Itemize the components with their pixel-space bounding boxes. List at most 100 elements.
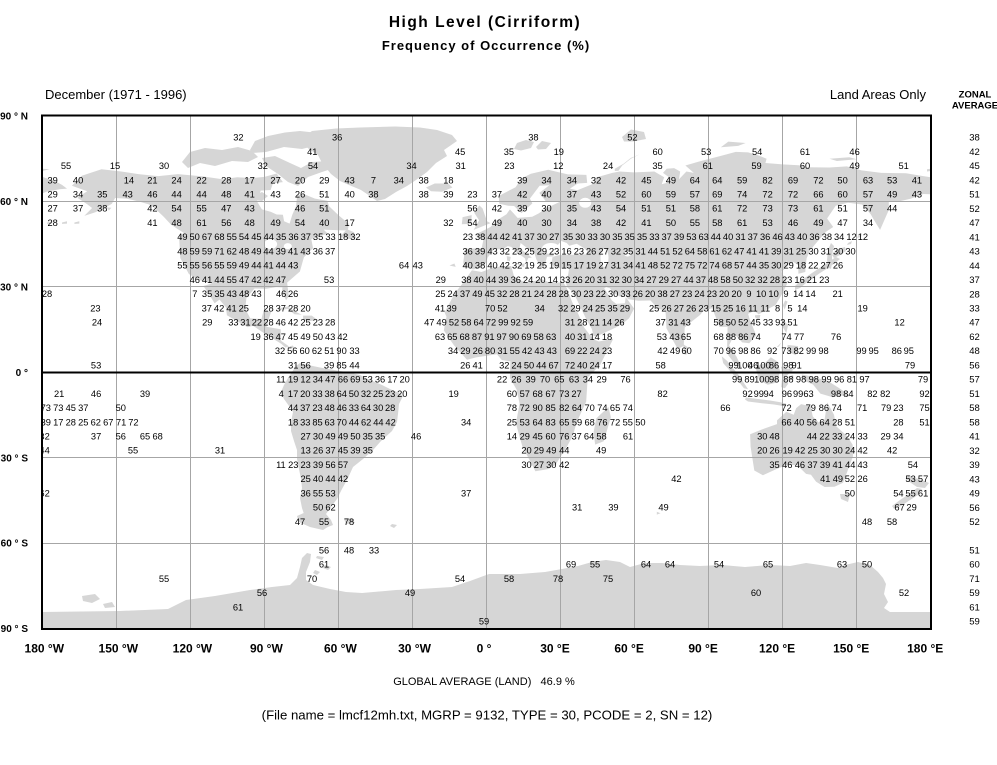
svg-text:26: 26 (572, 275, 582, 285)
svg-text:31: 31 (635, 246, 645, 256)
svg-text:50: 50 (845, 489, 855, 499)
svg-text:54: 54 (308, 161, 318, 171)
svg-text:30: 30 (373, 403, 383, 413)
svg-text:53: 53 (324, 275, 334, 285)
svg-text:91: 91 (484, 332, 494, 342)
svg-text:55: 55 (177, 261, 187, 271)
svg-text:20: 20 (300, 389, 310, 399)
svg-text:86: 86 (750, 346, 760, 356)
svg-text:99: 99 (856, 346, 866, 356)
svg-text:32: 32 (512, 261, 522, 271)
svg-text:26: 26 (473, 346, 483, 356)
svg-text:29: 29 (534, 446, 544, 456)
svg-text:27: 27 (674, 303, 684, 313)
svg-text:70: 70 (337, 417, 347, 427)
svg-text:36: 36 (760, 232, 770, 242)
svg-text:76: 76 (831, 332, 841, 342)
svg-text:43: 43 (534, 346, 544, 356)
svg-text:55: 55 (227, 232, 237, 242)
svg-text:34: 34 (623, 261, 633, 271)
svg-text:54: 54 (295, 218, 305, 228)
svg-text:9: 9 (746, 289, 751, 299)
svg-text:72: 72 (762, 190, 772, 200)
svg-text:68: 68 (722, 261, 732, 271)
svg-text:46: 46 (411, 432, 421, 442)
svg-text:20: 20 (521, 446, 531, 456)
svg-text:39: 39 (443, 190, 453, 200)
svg-text:72: 72 (610, 417, 620, 427)
svg-text:43: 43 (244, 204, 254, 214)
svg-text:42: 42 (522, 346, 532, 356)
svg-text:79: 79 (881, 403, 891, 413)
svg-text:72: 72 (697, 261, 707, 271)
svg-text:14: 14 (793, 289, 803, 299)
svg-text:76: 76 (620, 375, 630, 385)
svg-text:60 ° S: 60 ° S (1, 539, 29, 550)
svg-text:32: 32 (611, 246, 621, 256)
svg-text:44: 44 (325, 474, 335, 484)
svg-text:28: 28 (48, 218, 58, 228)
svg-text:39: 39 (674, 232, 684, 242)
svg-text:96: 96 (726, 346, 736, 356)
svg-text:33: 33 (620, 289, 630, 299)
svg-text:39: 39 (48, 175, 58, 185)
svg-text:61: 61 (813, 204, 823, 214)
svg-text:48: 48 (344, 545, 354, 555)
svg-text:60: 60 (507, 389, 517, 399)
svg-text:49: 49 (849, 161, 859, 171)
svg-text:59: 59 (969, 617, 980, 628)
svg-text:58: 58 (969, 417, 980, 428)
svg-text:58: 58 (596, 432, 606, 442)
svg-text:57: 57 (338, 460, 348, 470)
svg-text:45: 45 (288, 332, 298, 342)
svg-text:37: 37 (461, 489, 471, 499)
svg-text:22: 22 (196, 175, 206, 185)
svg-text:24: 24 (845, 432, 855, 442)
svg-text:30: 30 (313, 432, 323, 442)
svg-text:54: 54 (893, 489, 903, 499)
svg-text:48: 48 (171, 218, 181, 228)
svg-text:45: 45 (66, 403, 76, 413)
svg-text:10: 10 (756, 289, 766, 299)
svg-text:67: 67 (545, 389, 555, 399)
svg-text:41: 41 (820, 474, 830, 484)
svg-text:45: 45 (641, 175, 651, 185)
svg-text:19: 19 (783, 446, 793, 456)
svg-text:34: 34 (567, 175, 577, 185)
svg-text:23: 23 (504, 161, 514, 171)
svg-text:64: 64 (572, 403, 582, 413)
svg-text:72: 72 (737, 204, 747, 214)
svg-text:5: 5 (787, 303, 792, 313)
svg-text:23: 23 (782, 275, 792, 285)
svg-text:32: 32 (558, 303, 568, 313)
svg-text:29: 29 (436, 275, 446, 285)
svg-text:70: 70 (485, 303, 495, 313)
svg-text:68: 68 (533, 389, 543, 399)
svg-text:100: 100 (755, 360, 771, 370)
svg-text:43: 43 (345, 175, 355, 185)
svg-text:58: 58 (712, 218, 722, 228)
svg-text:35: 35 (759, 261, 769, 271)
svg-text:34: 34 (634, 275, 644, 285)
svg-text:52: 52 (672, 246, 682, 256)
svg-text:50: 50 (726, 318, 736, 328)
svg-text:49: 49 (887, 190, 897, 200)
svg-text:12: 12 (300, 375, 310, 385)
svg-text:180 °W: 180 °W (25, 642, 65, 656)
svg-text:37: 37 (748, 232, 758, 242)
svg-text:23: 23 (301, 460, 311, 470)
svg-text:30 ° S: 30 ° S (1, 453, 29, 464)
svg-text:44: 44 (711, 232, 721, 242)
svg-text:65: 65 (610, 403, 620, 413)
svg-text:20: 20 (300, 303, 310, 313)
svg-text:40: 40 (565, 332, 575, 342)
svg-text:25: 25 (301, 474, 311, 484)
svg-text:43: 43 (123, 190, 133, 200)
svg-text:0 °: 0 ° (16, 368, 28, 379)
svg-text:High Level (Cirriform): High Level (Cirriform) (389, 14, 581, 31)
svg-text:44: 44 (39, 446, 49, 456)
svg-text:79: 79 (905, 360, 915, 370)
svg-text:35: 35 (97, 190, 107, 200)
svg-text:11: 11 (276, 375, 286, 385)
svg-text:51: 51 (969, 190, 980, 201)
